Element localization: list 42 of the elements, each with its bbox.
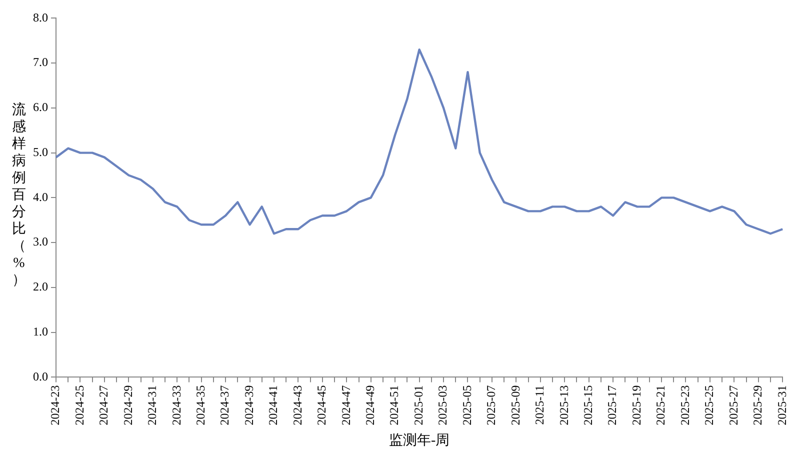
x-tick-label: 2024-47 [338,385,353,426]
x-tick-label: 2025-03 [436,385,450,426]
x-tick-label: 2024-35 [193,385,208,426]
x-tick-label: 2025-09 [508,385,522,426]
x-tick-label: 2024-31 [145,385,160,426]
x-tick-label: 2025-15 [580,385,595,426]
x-tick-label: 2025-27 [726,385,740,426]
x-tick-label: 2025-19 [629,385,644,426]
x-tick-label: 2025-23 [678,385,692,426]
x-tick-label: 2025-31 [774,385,789,426]
x-axis-title: 监测年-周 [388,432,450,448]
x-tick-label: 2024-43 [290,385,304,426]
x-tick-label: 2025-17 [605,385,620,426]
x-tick-label: 2024-25 [72,385,86,426]
x-tick-label: 2024-37 [218,385,232,426]
x-tick-label: 2025-01 [411,385,426,426]
y-tick-label: 1.0 [33,324,48,338]
x-tick-label: 2024-29 [120,385,135,426]
x-tick-label: 2025-21 [654,385,668,426]
y-tick-label: 2.0 [33,280,48,294]
y-tick-label: 3.0 [33,234,48,249]
x-tick-label: 2024-49 [363,385,378,426]
x-tick-label: 2025-25 [702,385,716,426]
x-tick-label: 2024-39 [242,385,256,426]
x-tick-label: 2025-29 [750,385,765,426]
y-tick-label: 4.0 [33,190,48,204]
x-tick-label: 2024-41 [266,385,280,426]
text: 流感样病例百分比（%） [12,103,26,288]
x-tick-label: 2024-23 [48,385,62,426]
y-tick-label: 0.0 [33,369,48,384]
x-tick-label: 2024-51 [387,385,402,426]
y-tick-label: 8.0 [33,10,48,24]
x-tick-label: 2025-11 [532,385,547,425]
x-tick-label: 2024-45 [314,385,329,426]
x-tick-label: 2025-07 [484,385,498,426]
x-tick-label: 2025-13 [556,385,571,426]
y-tick-label: 6.0 [33,100,48,114]
y-tick-label: 5.0 [33,144,48,159]
x-tick-label: 2024-27 [96,385,111,426]
x-tick-label: 2024-33 [169,385,184,426]
x-tick-label: 2025-05 [460,385,474,426]
y-tick-label: 7.0 [33,55,48,70]
